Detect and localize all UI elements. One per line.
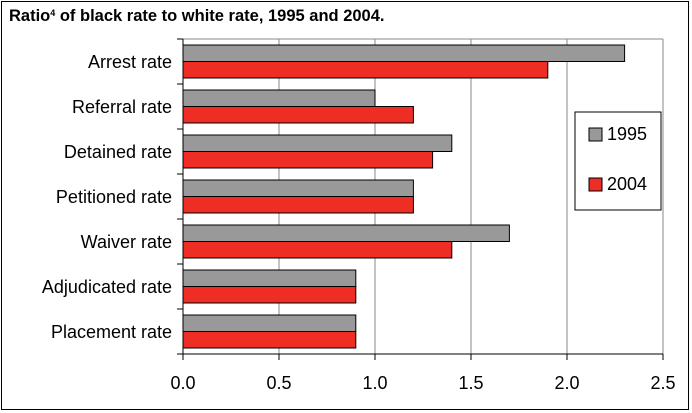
category-label: Detained rate: [64, 142, 172, 162]
bar-2004: [182, 286, 357, 304]
bar-2004: [182, 106, 414, 124]
bar-layer: [182, 44, 626, 349]
bar-2004: [182, 151, 434, 169]
axis-layer: [177, 38, 664, 360]
bar-2004: [182, 331, 357, 349]
bar-1995: [182, 134, 453, 152]
legend-label-1995: 1995: [607, 124, 647, 144]
bar-1995: [182, 44, 626, 62]
chart-title: Ratio4 of black rate to white rate, 1995…: [9, 7, 384, 26]
bar-1995: [182, 179, 414, 197]
label-layer: 0.0 0.5 1.0 1.5 2.0 2.5 Arrest rate Referral ra…: [42, 52, 676, 393]
category-label: Arrest rate: [88, 52, 172, 72]
bar-1995: [182, 224, 510, 242]
legend-label-2004: 2004: [607, 174, 647, 194]
legend: 1995 2004: [574, 111, 662, 211]
bar-2004: [182, 61, 549, 79]
legend-swatch-2004: [588, 177, 603, 192]
title-superscript: 4: [50, 8, 56, 18]
title-main: Ratio: [9, 7, 51, 25]
x-tick-label: 1.0: [362, 373, 387, 393]
x-tick-label: 0.5: [266, 373, 291, 393]
bar-2004: [182, 196, 414, 214]
x-tick-label: 2.0: [554, 373, 579, 393]
bar-1995: [182, 89, 376, 107]
category-label: Petitioned rate: [56, 187, 172, 207]
bar-1995: [182, 314, 357, 332]
bar-1995: [182, 269, 357, 287]
category-label: Placement rate: [51, 322, 172, 342]
category-label: Waiver rate: [81, 232, 172, 252]
category-label: Adjudicated rate: [42, 277, 172, 297]
x-tick-label: 0.0: [170, 373, 195, 393]
x-tick-label: 2.5: [650, 373, 675, 393]
legend-swatch-1995: [588, 127, 603, 142]
bar-2004: [182, 241, 453, 259]
x-tick-label: 1.5: [458, 373, 483, 393]
category-label: Referral rate: [72, 97, 172, 117]
title-rest: of black rate to white rate, 1995 and 20…: [55, 7, 385, 25]
